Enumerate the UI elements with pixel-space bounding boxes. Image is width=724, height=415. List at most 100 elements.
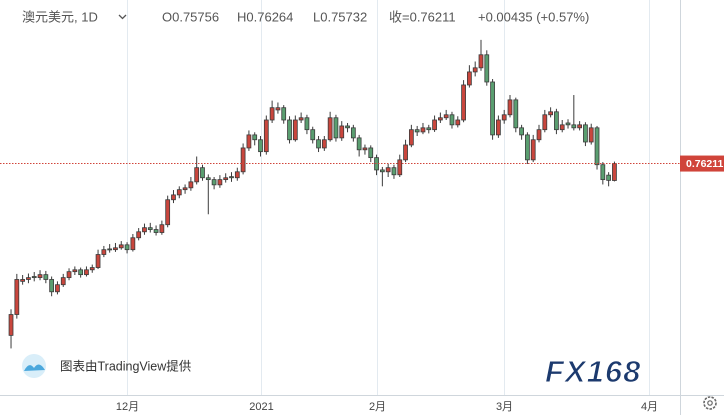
candle-body: [426, 127, 432, 131]
candle-body: [565, 122, 571, 126]
candle-body: [408, 129, 414, 146]
candle-body: [600, 164, 606, 181]
candle-body: [246, 134, 252, 149]
settings-icon[interactable]: [703, 396, 717, 410]
candle-body: [536, 129, 542, 141]
candle-body: [449, 114, 455, 126]
candle-body: [188, 181, 194, 189]
candle-body: [234, 171, 240, 179]
candle-body: [78, 269, 84, 276]
x-tick-label: 3月: [496, 401, 513, 413]
candle-body: [455, 119, 461, 126]
candle-body: [530, 139, 536, 161]
candle-body: [60, 277, 66, 286]
candle-body: [594, 127, 600, 166]
candle-body: [350, 127, 356, 139]
candle-body: [240, 147, 246, 173]
candle-body: [211, 179, 217, 186]
candle-body: [269, 107, 275, 121]
candle-body: [84, 269, 89, 276]
candle-body: [443, 114, 449, 119]
candle-body: [478, 54, 484, 69]
candle-body: [438, 117, 443, 121]
candle-body: [223, 177, 229, 181]
candle-body: [420, 127, 426, 133]
candle-body: [43, 274, 49, 280]
candle-body: [327, 117, 333, 141]
candle-body: [356, 137, 362, 151]
candle-body: [345, 125, 350, 129]
candle-body: [37, 274, 43, 279]
candles: [0, 39, 680, 349]
candle-body: [200, 167, 205, 179]
x-tick-label: 4月: [641, 401, 658, 413]
candle-body: [72, 269, 78, 273]
candle-body: [548, 111, 553, 116]
candle-body: [588, 127, 594, 143]
candle-body: [275, 107, 281, 111]
candle-body: [501, 114, 507, 121]
header-value: +0.00435 (+0.57%): [478, 9, 589, 24]
chart-title[interactable]: 澳元美元, 1D: [22, 9, 98, 24]
candle-body: [397, 159, 403, 176]
candle-body: [171, 194, 176, 201]
candle-body: [339, 125, 345, 139]
header-value: O0.75756: [162, 9, 219, 24]
candle-body: [496, 119, 501, 136]
candle-body: [304, 117, 310, 131]
candle-body: [362, 147, 368, 151]
header-value: 收=0.76211: [389, 9, 456, 24]
candle-body: [385, 167, 391, 173]
candle-body: [472, 67, 478, 73]
candle-body: [583, 124, 588, 143]
last-price-tag: [680, 155, 724, 172]
x-tick-label: 2月: [369, 401, 386, 413]
candle-body: [281, 107, 287, 121]
grid: [127, 0, 650, 395]
candle-body: [142, 227, 147, 233]
header-value: H0.76264: [237, 9, 293, 24]
candle-body: [379, 169, 385, 173]
candle-body: [484, 54, 490, 83]
last-price-label: 0.76211: [686, 158, 724, 170]
candle-body: [20, 279, 26, 282]
candle-body: [321, 139, 327, 149]
candle-body: [107, 248, 113, 251]
dropdown-icon[interactable]: [118, 14, 127, 20]
candle-body: [118, 244, 124, 249]
candle-body: [55, 284, 60, 293]
candle-body: [113, 247, 118, 251]
watermark-logo: FX168: [545, 354, 641, 389]
candle-body: [194, 167, 200, 183]
candle-body: [542, 114, 548, 131]
x-tick-label: 2021: [249, 401, 273, 413]
candle-body: [263, 119, 269, 153]
candle-body: [461, 84, 466, 121]
candle-body: [391, 167, 397, 176]
candle-body: [525, 134, 530, 161]
candle-body: [176, 189, 182, 196]
candle-body: [26, 277, 31, 280]
candle-body: [124, 244, 130, 251]
candle-body: [513, 99, 519, 129]
candle-body: [101, 249, 107, 255]
candle-body: [333, 117, 339, 139]
candle-body: [507, 99, 513, 116]
attribution-logo: [22, 354, 46, 378]
candle-body: [258, 139, 263, 153]
candle-body: [229, 176, 234, 179]
candle-body: [31, 276, 37, 279]
candle-body: [8, 314, 14, 336]
candle-body: [165, 199, 171, 226]
candle-body: [571, 124, 577, 129]
candle-body: [559, 124, 565, 131]
candle-body: [217, 179, 223, 186]
attribution[interactable]: 图表由TradingView提供: [60, 358, 191, 373]
candle-body: [66, 271, 72, 279]
candle-body: [490, 81, 495, 136]
candle-body: [89, 267, 95, 271]
candle-body: [316, 139, 321, 149]
candle-body: [153, 229, 159, 233]
candle-body: [612, 163, 617, 181]
